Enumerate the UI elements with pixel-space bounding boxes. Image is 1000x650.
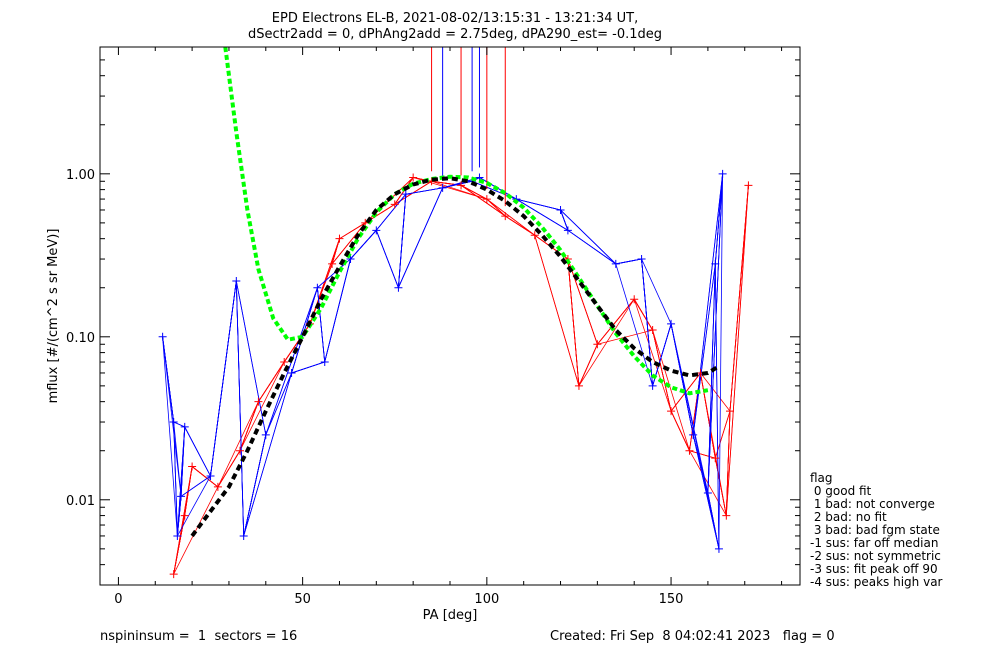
legend: flag 0 good fit 1 bad: not converge 2 ba…	[810, 471, 943, 589]
data-point	[320, 358, 329, 367]
y-tick-label: 0.01	[66, 494, 95, 509]
series-line	[173, 177, 749, 575]
fit-curve-green	[223, 46, 709, 396]
data-point	[177, 492, 186, 501]
y-tick-label: 1.00	[66, 168, 95, 183]
data-point	[213, 482, 222, 491]
series-line	[173, 177, 749, 575]
y-axis-label: mflux [#/(cm^2 s sr MeV)]	[46, 229, 61, 404]
data-point	[401, 190, 410, 199]
data-point	[232, 276, 241, 285]
x-tick-label: 0	[114, 592, 122, 607]
data-point	[169, 418, 178, 427]
legend-entry: -1 sus: far off median	[810, 536, 938, 550]
data-point	[530, 231, 539, 240]
data-point	[236, 446, 244, 455]
series-line	[173, 177, 749, 575]
data-point	[501, 212, 510, 221]
data-point	[438, 183, 447, 192]
data-point	[372, 226, 381, 235]
axes: 0 50 100 150 0.01 0.10 1.00	[66, 46, 800, 607]
data-point	[593, 340, 602, 349]
data-point	[630, 295, 639, 304]
legend-entry: -3 sus: fit peak off 90	[810, 562, 938, 576]
data-point	[335, 234, 344, 243]
legend-title: flag	[810, 471, 833, 485]
legend-entry: -2 sus: not symmetric	[810, 549, 941, 563]
data-point	[711, 454, 720, 463]
data-point	[722, 511, 731, 520]
data-point	[563, 226, 572, 235]
data-point	[667, 407, 676, 416]
data-point	[328, 259, 337, 268]
data-point	[206, 471, 215, 480]
data-point	[611, 259, 620, 268]
chart-subtitle: dSectr2add = 0, dPhAng2add = 2.75deg, dP…	[248, 27, 662, 42]
data-point	[689, 430, 698, 439]
data-point	[188, 462, 197, 471]
data-point	[158, 332, 167, 341]
plot-area-frame	[99, 46, 801, 586]
data-point	[667, 319, 676, 328]
data-point	[648, 326, 657, 335]
data-point	[239, 531, 248, 540]
series-line	[173, 177, 749, 575]
data-point	[346, 255, 355, 264]
footer-right: Created: Fri Sep 8 04:02:41 2023 flag = …	[550, 629, 835, 644]
data-point	[180, 511, 189, 520]
x-axis-label: PA [deg]	[423, 608, 478, 623]
data-point	[457, 181, 466, 190]
legend-entry: 0 good fit	[810, 484, 872, 498]
legend-entry: 2 bad: no fit	[810, 510, 887, 524]
legend-entry: 1 bad: not converge	[810, 497, 935, 511]
data-markers	[158, 169, 753, 579]
data-point	[648, 381, 657, 390]
data-point	[744, 181, 753, 190]
data-point	[287, 368, 296, 377]
data-point	[394, 283, 403, 292]
fit-curve-black	[190, 176, 720, 538]
data-point	[726, 407, 734, 416]
data-point	[685, 446, 694, 455]
data-point	[637, 255, 646, 264]
data-point	[711, 259, 720, 268]
fit-curves	[190, 46, 720, 538]
footer-left: nspininsum = 1 sectors = 16	[100, 629, 297, 644]
data-point	[703, 489, 712, 498]
legend-entry: 3 bad: bad fgm state	[810, 523, 940, 537]
data-point	[180, 422, 189, 431]
data-point	[169, 570, 178, 579]
data-point	[718, 169, 727, 178]
series-line	[173, 177, 749, 575]
data-point	[173, 531, 182, 540]
data-lines	[162, 47, 749, 575]
x-tick-label: 100	[474, 592, 499, 607]
series-line	[173, 177, 749, 575]
legend-entry: -4 sus: peaks high var	[810, 575, 943, 589]
data-point	[574, 381, 583, 390]
chart-title: EPD Electrons EL-B, 2021-08-02/13:15:31 …	[272, 11, 638, 26]
data-point	[313, 283, 322, 292]
data-point	[714, 544, 723, 553]
y-tick-label: 0.10	[66, 331, 95, 346]
data-point	[254, 397, 263, 406]
data-point	[261, 430, 270, 439]
data-point	[556, 205, 565, 214]
data-point	[280, 358, 289, 367]
data-point	[482, 195, 491, 204]
x-tick-label: 150	[659, 592, 684, 607]
data-point	[409, 173, 418, 182]
x-tick-label: 50	[294, 592, 311, 607]
data-point	[390, 200, 399, 209]
